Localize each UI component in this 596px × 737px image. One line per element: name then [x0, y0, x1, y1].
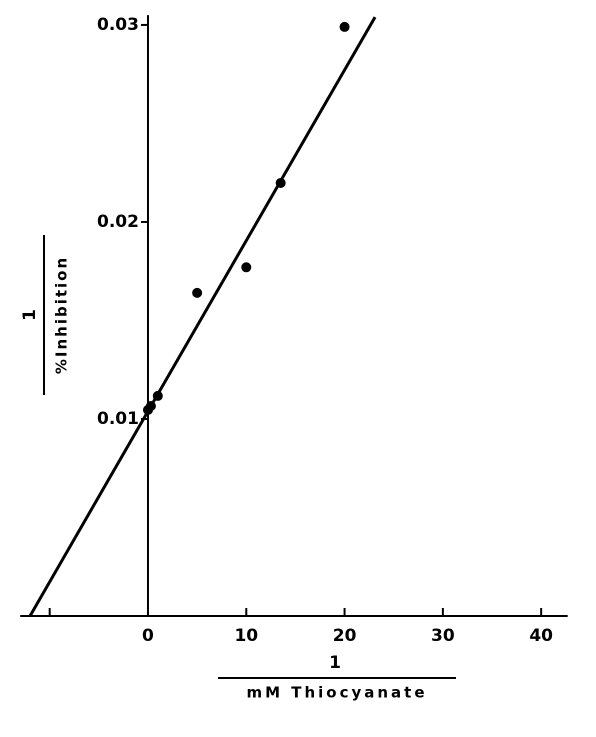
x-label-numerator: 1: [329, 653, 341, 673]
x-label-denominator: mM Thiocyanate: [246, 684, 427, 702]
data-point: [152, 390, 163, 401]
x-tick-label: 0: [142, 626, 154, 646]
x-tick-label: 20: [333, 626, 357, 646]
data-point: [241, 262, 252, 273]
y-tick-label: 0.02: [97, 212, 139, 232]
y-label: 1 %Inhibition: [20, 235, 71, 395]
y-tick-label: 0.01: [97, 409, 139, 429]
x-tick-label: 30: [431, 626, 455, 646]
data-point: [275, 177, 286, 188]
x-tick-label: 10: [234, 626, 258, 646]
y-label-numerator: 1: [20, 309, 40, 321]
data-point: [339, 21, 350, 32]
y-label-denominator: %Inhibition: [53, 256, 71, 374]
y-tick-label: 0.03: [97, 15, 139, 35]
fit-line: [28, 16, 377, 617]
data-point: [145, 400, 156, 411]
data-point: [192, 287, 203, 298]
x-tick-label: 40: [529, 626, 553, 646]
